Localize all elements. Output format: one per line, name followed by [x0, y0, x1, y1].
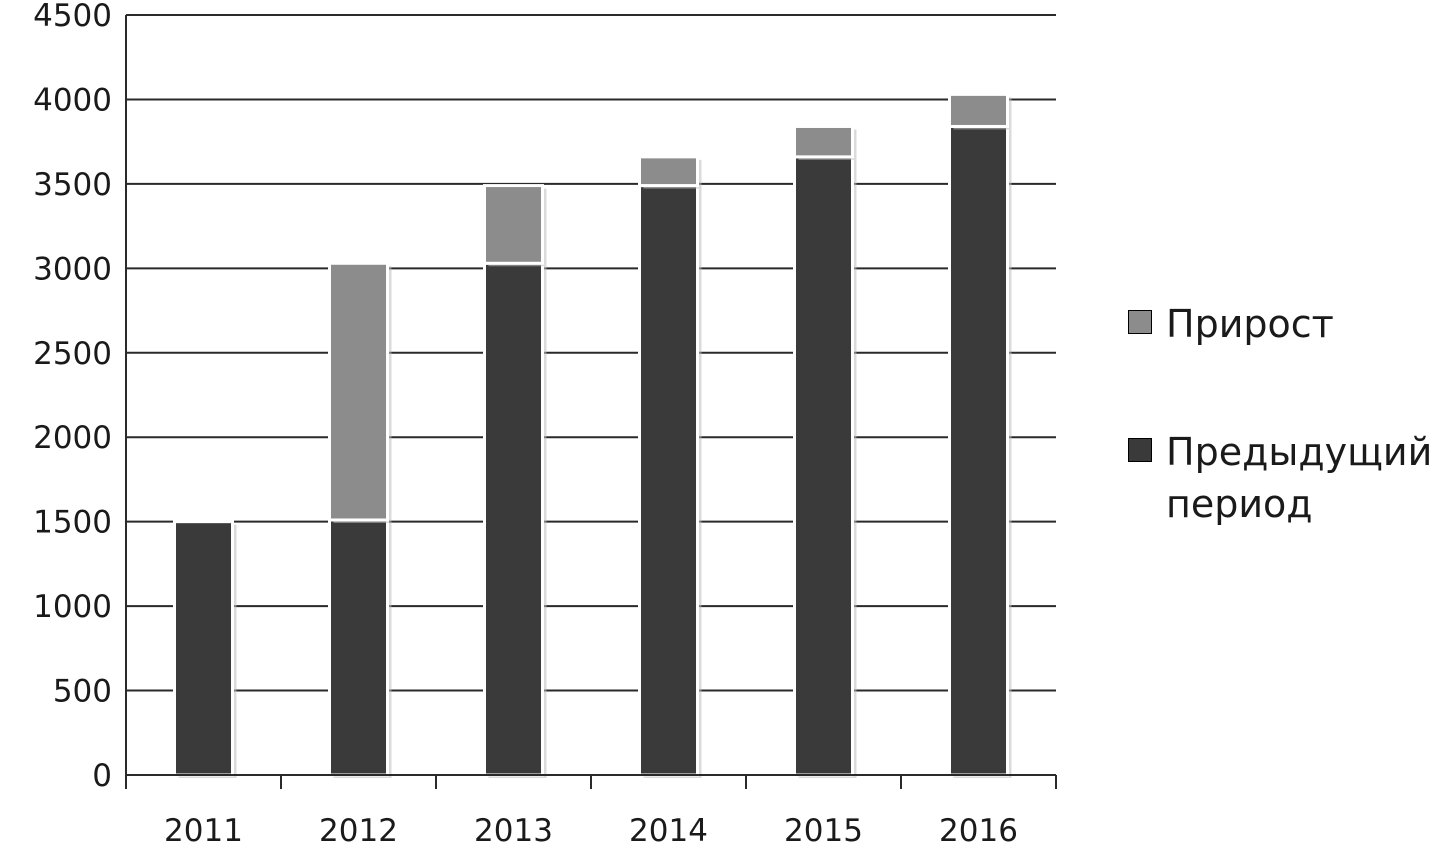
- y-tick-label: 4000: [33, 82, 112, 118]
- legend-label-previous: Предыдущий период: [1166, 430, 1433, 526]
- x-tick-label: 2012: [319, 813, 398, 845]
- bar-growth-2014: [638, 155, 699, 188]
- legend: Прирост Предыдущий период: [1128, 298, 1454, 530]
- y-tick-label: 500: [53, 674, 112, 710]
- bars: [173, 92, 1012, 779]
- y-tick-label: 4500: [33, 0, 112, 34]
- y-tick-label: 1000: [33, 589, 112, 625]
- x-tick-label: 2013: [474, 813, 553, 845]
- y-tick-label: 1500: [33, 505, 112, 541]
- x-tick-label: 2014: [629, 813, 708, 845]
- bar-previous-2014: [638, 184, 699, 777]
- bar-growth-2015: [793, 124, 854, 159]
- bar-growth-2012: [328, 261, 389, 522]
- legend-item-previous: Предыдущий период: [1128, 426, 1454, 530]
- y-tick-label: 3500: [33, 167, 112, 203]
- x-tick-label: 2016: [939, 813, 1018, 845]
- y-tick-label: 2500: [33, 336, 112, 372]
- y-tick-label: 0: [92, 758, 112, 794]
- bar-previous-2013: [483, 261, 544, 777]
- legend-swatch-previous: [1128, 438, 1152, 462]
- y-tick-label: 3000: [33, 251, 112, 287]
- x-tick-label: 2011: [164, 813, 243, 845]
- legend-label-growth: Прирост: [1166, 302, 1334, 346]
- bar-previous-2011: [173, 520, 234, 777]
- axes: [125, 15, 1057, 789]
- legend-swatch-growth: [1128, 310, 1152, 334]
- bar-growth-2016: [948, 92, 1009, 128]
- legend-item-growth: Прирост: [1128, 298, 1454, 350]
- bar-previous-2016: [948, 124, 1009, 777]
- bar-previous-2012: [328, 518, 389, 777]
- x-tick-label: 2015: [784, 813, 863, 845]
- y-tick-label: 2000: [33, 420, 112, 456]
- gridlines: [126, 14, 1056, 692]
- x-tick-labels: 2011 2012 2013 2014 2015 2016: [164, 813, 1018, 845]
- bar-previous-2015: [793, 155, 854, 777]
- y-tick-labels: 0 500 1000 1500 2000 2500 3000 3500 4000 4500: [33, 0, 112, 794]
- bar-growth-2013: [483, 184, 544, 265]
